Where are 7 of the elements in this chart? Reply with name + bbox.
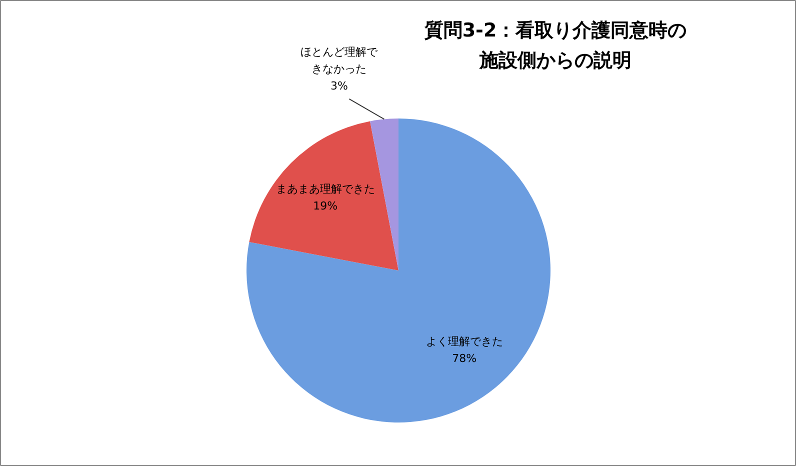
- slice-label: まあまあ理解できた: [276, 182, 375, 196]
- data-label: 3%: [330, 79, 348, 92]
- data-label: 19%: [313, 199, 338, 212]
- chart-title: 質問3-2：看取り介護同意時の施設側からの説明: [423, 20, 687, 72]
- slice-label: ほとんど理解できなかった: [300, 46, 379, 76]
- slice-label: よく理解できた: [426, 335, 503, 348]
- data-label: 78%: [452, 352, 477, 366]
